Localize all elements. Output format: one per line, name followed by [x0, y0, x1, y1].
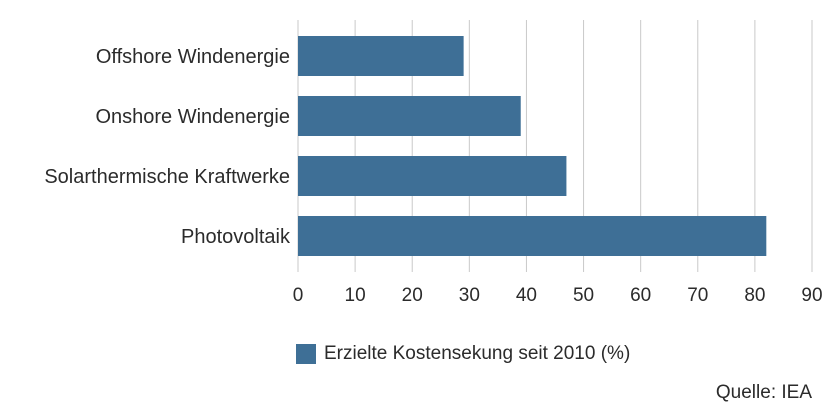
bar [298, 96, 521, 136]
x-tick-label: 40 [516, 285, 537, 306]
bars [298, 36, 767, 256]
legend-label: Erzielte Kostensekung seit 2010 (%) [324, 343, 631, 364]
x-tick-label: 30 [459, 285, 480, 306]
category-label: Solarthermische Kraftwerke [44, 166, 290, 188]
x-tick-label: 80 [744, 285, 765, 306]
x-tick-label: 70 [687, 285, 708, 306]
x-tick-label: 20 [402, 285, 423, 306]
category-label: Onshore Windenergie [95, 106, 290, 128]
legend-swatch [296, 344, 316, 364]
source-note: Quelle: IEA [715, 382, 812, 403]
x-tick-label: 10 [345, 285, 366, 306]
x-tick-label: 0 [293, 285, 304, 306]
bar [298, 36, 464, 76]
category-labels: Offshore Windenergie Onshore Windenergie S… [44, 46, 291, 248]
x-axis-ticks: 0 10 20 30 40 50 60 70 80 90 [293, 285, 823, 306]
category-label: Offshore Windenergie [96, 46, 290, 68]
bar [298, 216, 767, 256]
x-tick-label: 50 [573, 285, 594, 306]
legend: Erzielte Kostensekung seit 2010 (%) [296, 343, 630, 365]
bar [298, 156, 567, 196]
category-label: Photovoltaik [181, 226, 291, 248]
x-tick-label: 90 [801, 285, 822, 306]
x-tick-label: 60 [630, 285, 651, 306]
